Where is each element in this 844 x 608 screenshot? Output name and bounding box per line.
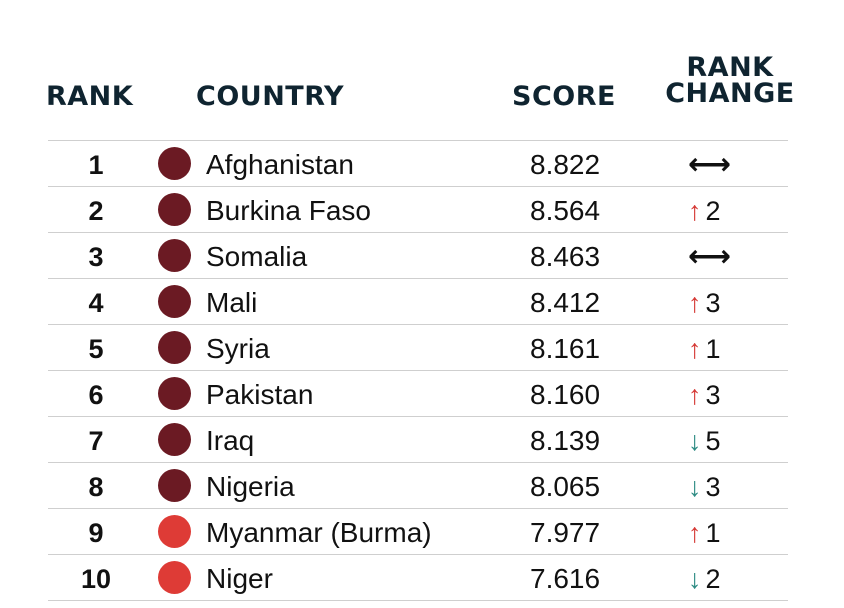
arrow-down-icon: ↓ [688, 564, 702, 594]
rank-change-cell: ↑ 3 [688, 371, 721, 416]
table-row: 1 Afghanistan 8.822 ⟷ [48, 141, 788, 187]
score-header: SCORE [512, 81, 616, 112]
rank-change-value: 3 [705, 288, 721, 318]
rank-change-cell: ↓ 2 [688, 555, 721, 600]
ranking-table: 1 Afghanistan 8.822 ⟷ 2 Burkina Faso 8.564 ↑ 2 3 S… [48, 140, 788, 601]
country-cell: Pakistan [206, 379, 314, 410]
rank-change-cell: ↑ 1 [688, 509, 721, 554]
score-cell: 7.977 [530, 517, 601, 548]
country-cell: Niger [206, 563, 273, 594]
rank-change-value: 2 [705, 564, 721, 594]
arrow-left-right-icon: ⟷ [688, 240, 732, 273]
rank-header: RANK [46, 81, 134, 112]
score-cell: 8.822 [530, 149, 601, 180]
score-cell: 8.412 [530, 287, 601, 318]
table-row: 8 Nigeria 8.065 ↓ 3 [48, 463, 788, 509]
table-row: 3 Somalia 8.463 ⟷ [48, 233, 788, 279]
rank-change-cell: ↑ 2 [688, 187, 721, 232]
rank-cell: 10 [80, 564, 112, 594]
risk-level-dot [158, 515, 191, 548]
rank-change-cell: ⟷ [688, 141, 735, 186]
score-cell: 8.139 [530, 425, 601, 456]
risk-level-dot [158, 561, 191, 594]
country-cell: Mali [206, 287, 258, 318]
score-cell: 8.564 [530, 195, 601, 226]
risk-level-dot [158, 423, 191, 456]
arrow-up-icon: ↑ [688, 334, 702, 364]
arrow-down-icon: ↓ [688, 472, 702, 502]
arrow-left-right-icon: ⟷ [688, 148, 732, 181]
rank-cell: 3 [88, 242, 104, 272]
table-row: 9 Myanmar (Burma) 7.977 ↑ 1 [48, 509, 788, 555]
rank-change-header: RANK CHANGE [652, 52, 808, 109]
rank-change-value: 2 [705, 196, 721, 226]
score-cell: 7.616 [530, 563, 601, 594]
risk-level-dot [158, 331, 191, 364]
rank-change-header-line2: CHANGE [665, 78, 795, 109]
table-row: 10 Niger 7.616 ↓ 2 [48, 555, 788, 601]
rank-cell: 7 [88, 426, 104, 456]
rank-cell: 5 [88, 334, 104, 364]
rank-change-cell: ↑ 3 [688, 279, 721, 324]
arrow-up-icon: ↑ [688, 518, 702, 548]
rank-cell: 4 [88, 288, 104, 318]
rank-cell: 9 [88, 518, 104, 548]
rank-change-cell: ⟷ [688, 233, 735, 278]
rank-change-value: 3 [705, 472, 721, 502]
arrow-down-icon: ↓ [688, 426, 702, 456]
country-cell: Myanmar (Burma) [206, 517, 432, 548]
country-cell: Iraq [206, 425, 255, 456]
country-cell: Afghanistan [206, 149, 354, 180]
country-cell: Burkina Faso [206, 195, 371, 226]
rank-change-value: 1 [705, 334, 721, 364]
rank-change-cell: ↓ 3 [688, 463, 721, 508]
rank-cell: 1 [88, 150, 104, 180]
table-row: 2 Burkina Faso 8.564 ↑ 2 [48, 187, 788, 233]
risk-level-dot [158, 193, 191, 226]
rank-cell: 8 [88, 472, 104, 502]
score-cell: 8.463 [530, 241, 601, 272]
country-header: COUNTRY [196, 81, 345, 112]
score-cell: 8.065 [530, 471, 601, 502]
risk-level-dot [158, 147, 191, 180]
rank-change-value: 3 [705, 380, 721, 410]
table-row: 4 Mali 8.412 ↑ 3 [48, 279, 788, 325]
table-row: 7 Iraq 8.139 ↓ 5 [48, 417, 788, 463]
rank-change-value: 1 [705, 518, 721, 548]
arrow-up-icon: ↑ [688, 288, 702, 318]
rank-change-value: 5 [705, 426, 721, 456]
country-cell: Somalia [206, 241, 308, 272]
rank-cell: 2 [88, 196, 104, 226]
rank-cell: 6 [88, 380, 104, 410]
table-row: 5 Syria 8.161 ↑ 1 [48, 325, 788, 371]
risk-level-dot [158, 377, 191, 410]
risk-level-dot [158, 469, 191, 502]
table-row: 6 Pakistan 8.160 ↑ 3 [48, 371, 788, 417]
score-cell: 8.161 [530, 333, 601, 364]
rank-change-header-line1: RANK [686, 52, 774, 83]
country-cell: Nigeria [206, 471, 295, 502]
arrow-up-icon: ↑ [688, 196, 702, 226]
rank-change-cell: ↓ 5 [688, 417, 721, 462]
country-cell: Syria [206, 333, 270, 364]
risk-level-dot [158, 285, 191, 318]
score-cell: 8.160 [530, 379, 601, 410]
risk-level-dot [158, 239, 191, 272]
arrow-up-icon: ↑ [688, 380, 702, 410]
rank-change-cell: ↑ 1 [688, 325, 721, 370]
